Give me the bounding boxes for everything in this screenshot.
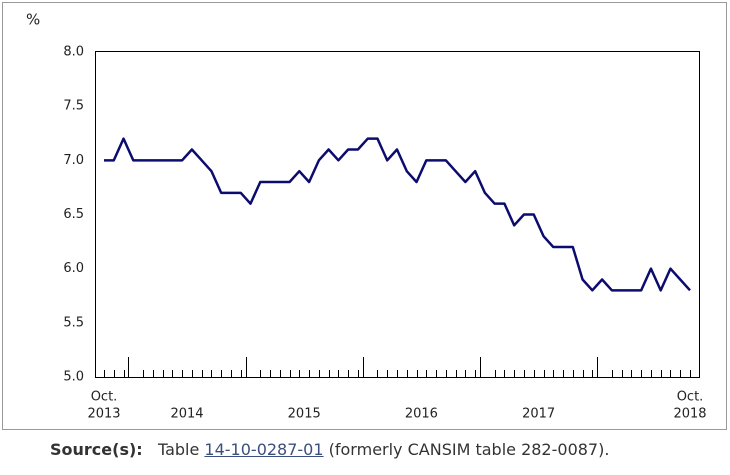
x-year-label: 2017 — [522, 407, 555, 422]
x-year-label: 2015 — [288, 407, 321, 422]
y-tick-label: 6.5 — [63, 207, 84, 222]
y-tick-label: 7.0 — [63, 153, 84, 168]
chart: % 5.0 5.5 6.0 6.5 7.0 7.5 8.0 Oct. Oct. 2013 2014 2… — [2, 2, 727, 430]
y-tick-label: 7.5 — [63, 99, 84, 114]
y-tick-label: 6.0 — [63, 261, 84, 276]
y-tick-label: 5.0 — [63, 370, 84, 385]
x-year-label: 2014 — [170, 407, 203, 422]
y-tick-label: 8.0 — [63, 45, 84, 60]
source-text: (formerly CANSIM table 282-0087). — [328, 440, 610, 459]
x-year-label: 2016 — [405, 407, 438, 422]
y-tick-label: 5.5 — [63, 315, 84, 330]
x-tick-label: Oct. — [677, 390, 704, 405]
line — [104, 137, 691, 292]
source-text: Table — [157, 440, 200, 459]
plot-area — [95, 51, 700, 378]
y-axis-label: % — [26, 11, 40, 29]
x-year-label: 2018 — [673, 407, 706, 422]
source: Source(s): Table 14-10-0287-01 (formerly… — [50, 440, 609, 459]
x-year-label: 2013 — [87, 407, 120, 422]
frame — [2, 2, 727, 430]
source-label: Source(s): — [50, 440, 143, 459]
x-tick-label: Oct. — [91, 390, 118, 405]
source-link[interactable]: 14-10-0287-01 — [204, 440, 324, 459]
